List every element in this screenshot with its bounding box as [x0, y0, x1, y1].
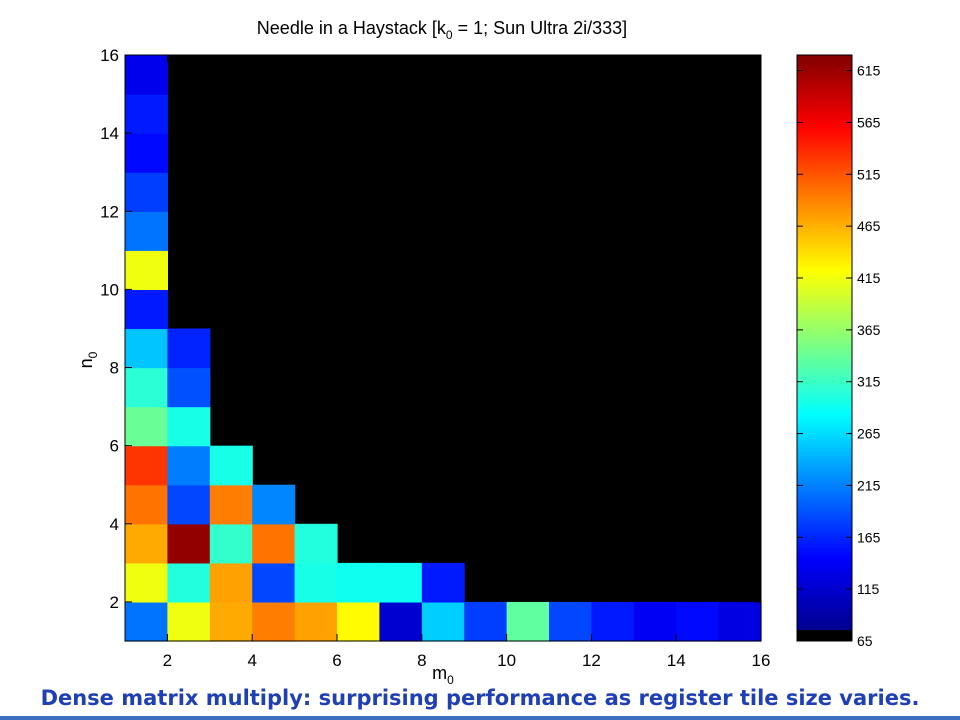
y-tick-label: 16 — [100, 46, 119, 65]
heatmap-cell — [633, 601, 677, 642]
heatmap-cell — [294, 562, 338, 603]
y-axis: 2 4 6 8 10 12 14 16 — [100, 46, 761, 612]
heatmap-cell — [209, 562, 253, 603]
heatmap-cell — [167, 523, 211, 564]
colorbar: 65 115 165 215 265 315 365 415 465 515 565 615 — [796, 54, 881, 649]
x-axis: 2 4 6 8 10 12 14 16 — [163, 55, 771, 670]
plot-area — [124, 54, 762, 642]
y-tick-label: 6 — [110, 437, 119, 456]
heatmap-cell — [294, 601, 338, 642]
slide-caption: Dense matrix multiply: surprising perfor… — [40, 686, 920, 710]
colorbar-tick-label: 415 — [857, 270, 881, 286]
heatmap-cell — [252, 562, 296, 603]
y-tick-label: 12 — [100, 202, 119, 221]
heatmap-cell — [421, 562, 465, 603]
heatmap-cell — [209, 601, 253, 642]
y-axis-label: n0 — [76, 351, 100, 368]
heatmap-cell — [125, 133, 168, 173]
colorbar-tick-label: 465 — [857, 218, 881, 234]
heatmap-chart: Needle in a Haystack [k0 = 1; Sun Ultra … — [76, 18, 881, 686]
colorbar-tick-label: 315 — [857, 374, 881, 390]
y-tick-label: 14 — [100, 124, 119, 143]
heatmap-cell — [125, 250, 168, 290]
heatmap-cell — [125, 445, 168, 486]
heatmap-cell — [209, 445, 253, 486]
heatmap-cell — [718, 601, 762, 642]
heatmap-cell — [125, 211, 168, 251]
plot-border — [124, 54, 762, 642]
x-tick-label: 16 — [752, 651, 771, 670]
colorbar-tick-label: 265 — [857, 426, 881, 442]
heatmap-cell — [676, 601, 720, 642]
heatmap-cell — [125, 562, 168, 603]
heatmap-cell — [125, 289, 168, 330]
colorbar-ticks: 65 115 165 215 265 315 365 415 465 515 565 615 — [797, 63, 881, 649]
x-tick-label: 4 — [247, 651, 256, 670]
heatmap-cell — [125, 367, 168, 408]
heatmap-cell — [167, 367, 211, 408]
heatmap-cell — [125, 172, 168, 212]
heatmap-cell — [167, 562, 211, 603]
heatmap-cell — [125, 406, 168, 447]
heatmap-cell — [125, 523, 168, 564]
heatmap-cell — [209, 523, 253, 564]
colorbar-tick-label: 565 — [857, 114, 881, 130]
x-tick-label: 10 — [497, 651, 516, 670]
bottom-rule — [0, 716, 960, 720]
colorbar-tick-label: 215 — [857, 477, 881, 493]
heatmap-cell — [421, 601, 465, 642]
heatmap-cell — [125, 328, 168, 369]
heatmap-cell — [379, 562, 423, 603]
x-tick-label: 12 — [582, 651, 601, 670]
y-tick-label: 10 — [100, 280, 119, 299]
heatmap-cell — [167, 328, 211, 369]
chart-title: Needle in a Haystack [k0 = 1; Sun Ultra … — [257, 18, 627, 42]
x-axis-label: m0 — [432, 663, 454, 686]
y-tick-label: 4 — [110, 515, 119, 534]
y-tick-label: 2 — [110, 593, 119, 612]
heatmap-cell — [125, 601, 168, 642]
heatmap-cell — [252, 601, 296, 642]
heatmap-cell — [209, 484, 253, 525]
x-tick-label: 14 — [667, 651, 686, 670]
heatmap-cell — [125, 55, 168, 95]
heatmap-cell — [464, 601, 508, 642]
heatmap-cell — [337, 601, 380, 642]
heatmap-cell — [125, 484, 168, 525]
colorbar-tick-label: 165 — [857, 529, 881, 545]
y-tick-label: 8 — [110, 359, 119, 378]
x-tick-label: 8 — [417, 651, 426, 670]
heatmap-cell — [506, 601, 550, 642]
heatmap-cell — [125, 94, 168, 134]
colorbar-tick-label: 65 — [857, 633, 873, 649]
heatmap-cell — [294, 523, 338, 564]
x-tick-label: 6 — [332, 651, 341, 670]
heatmap-cell — [167, 445, 211, 486]
heatmap-cell — [549, 601, 592, 642]
heatmap-cell — [167, 601, 211, 642]
heatmap-cell — [252, 523, 296, 564]
colorbar-tick-label: 115 — [857, 581, 880, 597]
heatmap-cell — [379, 601, 423, 642]
colorbar-tick-label: 615 — [857, 63, 881, 79]
colorbar-tick-label: 365 — [857, 322, 881, 338]
colorbar-tick-label: 515 — [857, 166, 881, 182]
heatmap-cells — [125, 55, 762, 642]
colorbar-gradient — [797, 55, 852, 630]
x-tick-label: 2 — [163, 651, 172, 670]
heatmap-cell — [167, 484, 211, 525]
heatmap-cell — [167, 406, 211, 447]
heatmap-cell — [337, 562, 380, 603]
colorbar-min-band — [797, 630, 852, 641]
colorbar-border — [796, 54, 853, 642]
heatmap-cell — [591, 601, 635, 642]
heatmap-cell — [252, 484, 296, 525]
